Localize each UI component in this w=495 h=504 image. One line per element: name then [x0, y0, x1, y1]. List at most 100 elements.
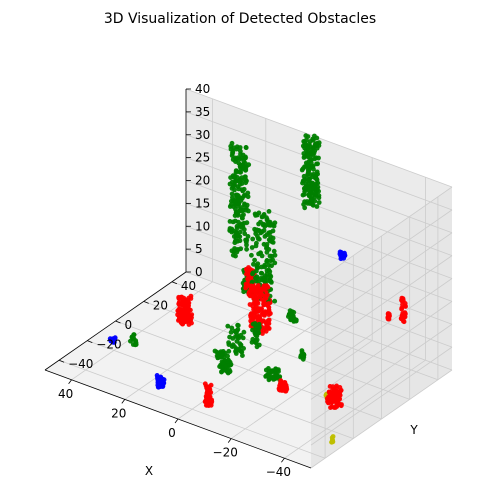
z-tick-label: 10	[195, 219, 210, 233]
x-tick-mark	[68, 379, 72, 385]
data-point-cluster-1	[232, 173, 238, 179]
data-point-cluster-1	[232, 240, 238, 246]
z-tick-label: 30	[195, 128, 210, 142]
data-point-cluster-5	[254, 344, 260, 350]
data-point-cluster-1	[243, 239, 249, 245]
data-point-cluster-14	[183, 306, 189, 312]
data-point-cluster-8	[299, 348, 305, 353]
data-point-cluster-2	[261, 228, 267, 233]
data-point-cluster-9	[217, 364, 223, 369]
data-point-cluster-1	[239, 181, 245, 186]
data-point-cluster-0	[309, 199, 315, 205]
data-point-cluster-2	[267, 277, 273, 282]
data-point-cluster-9	[220, 361, 226, 366]
data-point-cluster-5	[252, 322, 258, 328]
data-point-cluster-2	[266, 209, 272, 214]
data-point-cluster-2	[251, 261, 256, 267]
x-tick-mark	[121, 399, 126, 404]
data-point-cluster-0	[302, 205, 308, 211]
data-point-cluster-12	[248, 283, 254, 289]
data-point-cluster-5	[252, 330, 258, 336]
data-point-cluster-13	[244, 271, 249, 277]
data-point-cluster-16	[385, 311, 391, 317]
data-point-cluster-1	[244, 246, 250, 252]
data-point-cluster-12	[263, 295, 269, 301]
axis-lines	[44, 88, 312, 469]
data-point-cluster-2	[264, 215, 269, 221]
data-point-cluster-11	[131, 332, 137, 338]
z-tick-label: 15	[195, 196, 210, 210]
data-point-cluster-1	[233, 209, 239, 215]
data-point-cluster-1	[233, 170, 239, 175]
z-tick-label: 40	[195, 82, 210, 96]
data-point-cluster-0	[299, 167, 305, 173]
data-point-cluster-12	[256, 318, 262, 323]
data-point-cluster-12	[256, 314, 262, 320]
data-point-cluster-0	[310, 137, 316, 143]
data-point-cluster-2	[249, 279, 255, 285]
grid-line-z	[185, 271, 453, 371]
y-tick-label: 20	[153, 298, 168, 312]
data-point-cluster-2	[254, 212, 260, 218]
z-tick-label: 25	[195, 151, 210, 165]
data-point-cluster-1	[237, 222, 243, 228]
data-point-cluster-0	[313, 155, 319, 161]
data-point-cluster-5	[250, 336, 256, 342]
data-point-cluster-1	[242, 231, 248, 237]
chart-title: 3D Visualization of Detected Obstacles	[104, 11, 376, 27]
data-point-cluster-4	[286, 311, 292, 317]
data-point-cluster-0	[314, 204, 320, 209]
data-point-cluster-12	[264, 322, 270, 328]
data-point-cluster-8	[298, 353, 304, 358]
data-point-cluster-6	[232, 328, 238, 334]
data-point-cluster-0	[314, 142, 319, 148]
data-point-cluster-0	[306, 188, 312, 194]
data-point-cluster-1	[236, 201, 242, 206]
data-point-cluster-6	[241, 329, 247, 335]
data-point-cluster-0	[314, 186, 320, 192]
data-point-cluster-0	[316, 200, 322, 205]
data-point-cluster-12	[265, 303, 271, 309]
data-point-cluster-14	[180, 313, 185, 319]
data-point-cluster-19	[204, 391, 210, 396]
x-tick-label: 0	[168, 426, 176, 440]
data-point-cluster-1	[245, 234, 251, 239]
y-axis-label: Y	[409, 423, 418, 437]
data-point-cluster-2	[271, 248, 277, 254]
x-tick-mark	[281, 457, 285, 463]
y-tick-label: −40	[68, 357, 93, 371]
data-point-cluster-2	[269, 263, 274, 269]
data-point-cluster-6	[226, 342, 232, 347]
data-point-cluster-2	[266, 230, 272, 236]
data-point-cluster-12	[247, 302, 253, 307]
data-point-cluster-6	[236, 347, 242, 352]
data-point-cluster-7	[273, 369, 279, 375]
z-tick-label: 5	[195, 242, 203, 256]
data-point-cluster-1	[227, 219, 233, 224]
y-tick-mark	[87, 340, 93, 343]
data-point-cluster-1	[238, 246, 244, 252]
grid-line-z	[310, 209, 453, 309]
data-point-cluster-1	[237, 238, 243, 244]
data-point-cluster-1	[236, 160, 242, 166]
data-point-cluster-2	[255, 236, 261, 242]
data-point-cluster-2	[250, 236, 256, 242]
data-point-cluster-1	[237, 156, 243, 162]
data-point-cluster-2	[266, 247, 272, 252]
data-point-cluster-2	[267, 238, 273, 244]
data-point-cluster-12	[250, 293, 255, 299]
data-point-cluster-2	[263, 273, 268, 279]
z-tick-label: 20	[195, 174, 210, 188]
x-tick-label: −40	[266, 465, 291, 479]
data-point-cluster-0	[303, 185, 308, 191]
data-point-cluster-16	[385, 316, 391, 322]
grid-line-y	[87, 340, 354, 439]
data-point-cluster-14	[180, 321, 185, 327]
data-point-cluster-12	[248, 288, 253, 294]
data-point-cluster-0	[305, 161, 310, 167]
data-point-cluster-1	[230, 252, 236, 258]
data-point-cluster-6	[235, 334, 241, 340]
data-point-cluster-1	[241, 193, 247, 199]
data-point-cluster-0	[314, 169, 320, 175]
